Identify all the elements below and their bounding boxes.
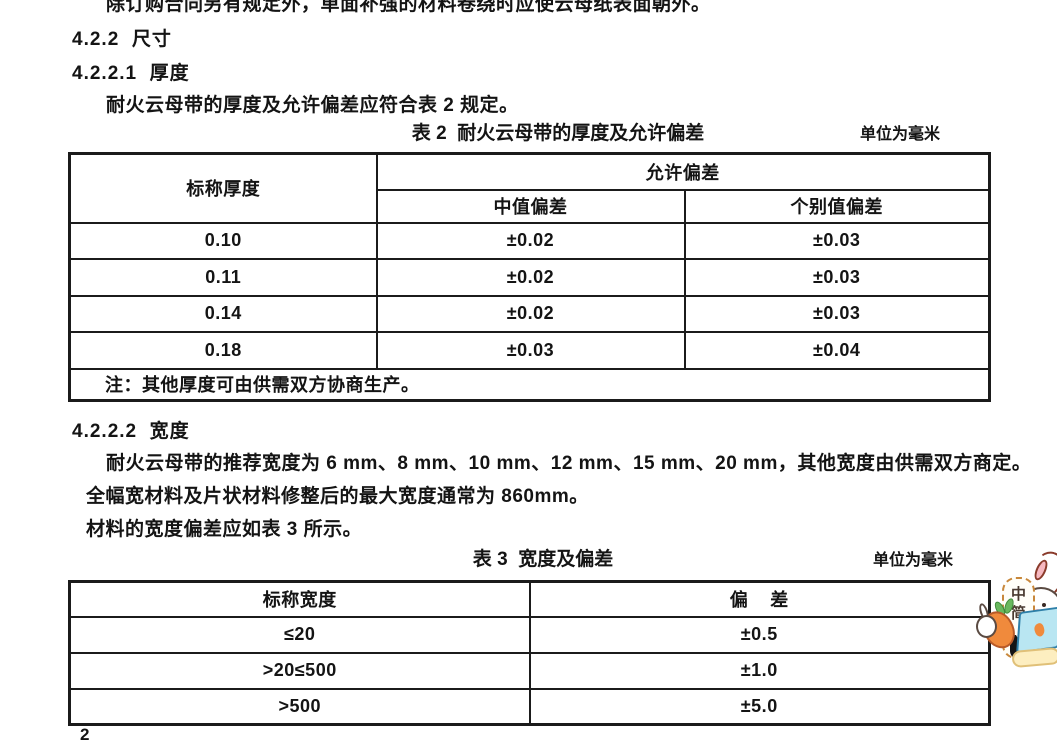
- table-row: >500 ±5.0: [68, 687, 991, 726]
- table3-unit-label: 单位为毫米: [872, 552, 953, 569]
- table3-header-row: 标称宽度 偏 差: [68, 580, 991, 618]
- badge-char-top: 中: [1010, 586, 1026, 603]
- table2-note-row: 注：其他厚度可由供需双方协商生产。: [68, 367, 991, 402]
- table2-header-allowed-deviation: 允许偏差: [375, 152, 991, 191]
- clipped-top-text-line: 除订购合同另有规定外，单面补强的材料卷绕时应使云母纸表面朝外。: [106, 0, 711, 15]
- table3-cell: ±5.0: [528, 687, 991, 726]
- table2-unit-label: 单位为毫米: [859, 126, 940, 143]
- table2-cell: ±0.03: [683, 294, 991, 333]
- table2-cell: 0.11: [68, 257, 378, 297]
- table3-header-nominal-width: 标称宽度: [68, 580, 531, 618]
- table2-cell: 0.18: [68, 330, 378, 370]
- table2-header-nominal-thickness: 标称厚度: [68, 152, 378, 224]
- page-number: 2: [80, 725, 90, 744]
- section-heading-4-2-2: 4.2.2 尺寸: [72, 29, 172, 50]
- table2-thickness-deviation: 标称厚度 允许偏差 中值偏差 个别值偏差 0.10 ±0.02 ±0.03 0.…: [68, 152, 991, 402]
- table2-header-row-2: 中值偏差 个别值偏差: [70, 188, 991, 224]
- paragraph-width-max: 全幅宽材料及片状材料修整后的最大宽度通常为 860mm。: [86, 486, 589, 507]
- table-row: 0.18 ±0.03 ±0.04: [68, 330, 991, 370]
- table-row: 0.10 ±0.02 ±0.03: [68, 221, 991, 260]
- table2-cell: 0.10: [68, 221, 378, 260]
- table-row: ≤20 ±0.5: [68, 615, 991, 654]
- table2-cell: ±0.03: [375, 330, 686, 370]
- table3-width-deviation: 标称宽度 偏 差 ≤20 ±0.5 >20≤500 ±1.0 >500 ±5.0: [68, 580, 991, 726]
- table3-cell: >500: [68, 687, 531, 726]
- small-bunny-icon: [976, 615, 997, 638]
- table2-caption-row: 表 2 耐火云母带的厚度及允许偏差 单位为毫米: [68, 118, 988, 144]
- table-row: >20≤500 ±1.0: [68, 651, 991, 690]
- table2-cell: ±0.02: [375, 221, 686, 260]
- paragraph-width-recommend: 耐火云母带的推荐宽度为 6 mm、8 mm、10 mm、12 mm、15 mm、…: [106, 453, 1032, 474]
- table3-caption-row: 表 3 宽度及偏差 单位为毫米: [68, 544, 988, 570]
- table2-header-median-deviation: 中值偏差: [375, 188, 686, 224]
- table2-cell: ±0.03: [683, 221, 991, 260]
- table2-note: 注：其他厚度可由供需双方协商生产。: [68, 367, 991, 402]
- table3-cell: ±1.0: [528, 651, 991, 690]
- table2-cell: ±0.02: [375, 294, 686, 333]
- table3-cell: ±0.5: [528, 615, 991, 654]
- laptop-base-icon: [1011, 646, 1057, 669]
- watermark-sticker: 中 简: [976, 546, 1057, 683]
- table2-cell: 0.14: [68, 294, 378, 333]
- table2-header-individual-deviation: 个别值偏差: [683, 188, 991, 224]
- table2-header-row-1: 标称厚度 允许偏差: [68, 152, 991, 224]
- table2-cell: ±0.02: [375, 257, 686, 297]
- bunny-eye-icon: [1042, 603, 1046, 607]
- carrot-logo-icon: [1033, 621, 1046, 639]
- table-row: 0.14 ±0.02 ±0.03: [68, 294, 991, 333]
- table3-cell: >20≤500: [68, 651, 531, 690]
- section-heading-4-2-2-2: 4.2.2.2 宽度: [72, 421, 190, 442]
- table3-cell: ≤20: [68, 615, 531, 654]
- table-row: 0.11 ±0.02 ±0.03: [68, 257, 991, 297]
- table2-cell: ±0.03: [683, 257, 991, 297]
- paragraph-width-table-ref: 材料的宽度偏差应如表 3 所示。: [86, 519, 363, 540]
- table3-caption: 表 3 宽度及偏差: [472, 549, 614, 570]
- section-heading-4-2-2-1: 4.2.2.1 厚度: [72, 63, 190, 84]
- table2-cell: ±0.04: [683, 330, 991, 370]
- table3-header-deviation: 偏 差: [528, 580, 991, 618]
- paragraph-thickness-intro: 耐火云母带的厚度及允许偏差应符合表 2 规定。: [106, 95, 519, 116]
- table2-caption: 表 2 耐火云母带的厚度及允许偏差: [411, 123, 705, 144]
